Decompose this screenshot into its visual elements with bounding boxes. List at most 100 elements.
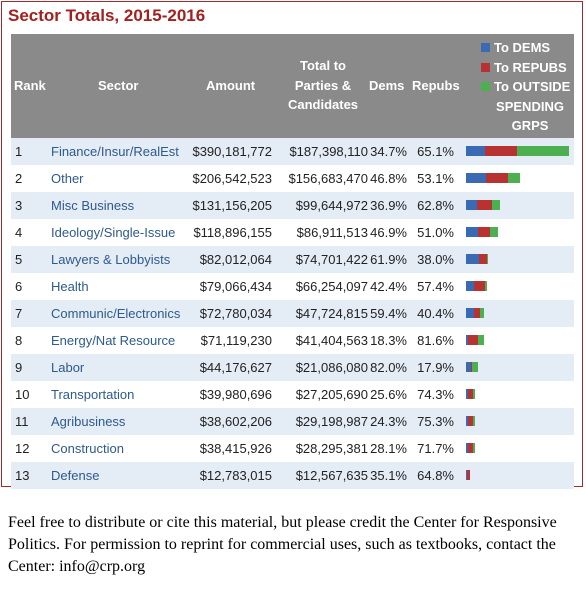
- dems-bar-segment: [466, 470, 467, 480]
- repubs-cell: 74.3%: [417, 387, 454, 402]
- sector-link[interactable]: Misc Business: [51, 198, 135, 213]
- legend-outside-line3: GRPS: [511, 118, 549, 133]
- rank-cell: 1: [15, 144, 23, 159]
- table-row: 8 Energy/Nat Resource $71,119,230 $41,40…: [11, 327, 574, 354]
- dems-cell: 35.1%: [370, 468, 407, 483]
- total-cell: $29,198,987: [295, 414, 368, 429]
- repubs-cell: 40.4%: [417, 306, 454, 321]
- repubs-cell: 17.9%: [417, 360, 454, 375]
- outside-bar-segment: [517, 146, 569, 156]
- split-bar: [466, 362, 478, 372]
- rank-cell: 2: [15, 171, 23, 186]
- repubs-cell: 81.6%: [417, 333, 454, 348]
- dems-cell: 25.6%: [370, 387, 407, 402]
- header-total-line1: Total to: [300, 58, 346, 73]
- dems-cell: 82.0%: [370, 360, 407, 375]
- sector-link[interactable]: Labor: [51, 360, 85, 375]
- dems-cell: 46.8%: [370, 171, 407, 186]
- table-row: 12 Construction $38,415,926 $28,295,381 …: [11, 435, 574, 462]
- outside-bar-segment: [508, 173, 520, 183]
- repubs-bar-segment: [478, 227, 490, 237]
- rank-cell: 5: [15, 252, 23, 267]
- split-bar: [466, 443, 475, 453]
- table-row: 4 Ideology/Single-Issue $118,896,155 $86…: [11, 219, 574, 246]
- dems-bar-segment: [466, 335, 468, 345]
- legend: To DEMS To REPUBS To OUTSIDE SPENDING GR…: [481, 38, 573, 136]
- sector-link[interactable]: Lawyers & Lobbyists: [51, 252, 171, 267]
- split-bar: [466, 470, 470, 480]
- dems-bar-segment: [466, 146, 485, 156]
- table-row: 6 Health $79,066,434 $66,254,097 42.4% 5…: [11, 273, 574, 300]
- sector-link[interactable]: Agribusiness: [51, 414, 126, 429]
- dems-bar-segment: [466, 362, 471, 372]
- legend-dems-label: To DEMS: [494, 40, 551, 56]
- rank-cell: 9: [15, 360, 23, 375]
- dems-cell: 24.3%: [370, 414, 407, 429]
- rank-cell: 13: [15, 468, 30, 483]
- outside-bar-segment: [480, 308, 484, 318]
- dems-cell: 28.1%: [370, 441, 407, 456]
- repubs-swatch-icon: [481, 62, 490, 72]
- table-body: 1 Finance/Insur/RealEst $390,181,772 $18…: [11, 138, 574, 489]
- total-cell: $47,724,815: [295, 306, 368, 321]
- dems-cell: 59.4%: [370, 306, 407, 321]
- amount-cell: $39,980,696: [199, 387, 272, 402]
- sector-link[interactable]: Energy/Nat Resource: [51, 333, 176, 348]
- dems-bar-segment: [466, 173, 486, 183]
- repubs-bar-segment: [479, 254, 487, 264]
- total-cell: $99,644,972: [295, 198, 368, 213]
- rank-cell: 6: [15, 279, 23, 294]
- sector-link[interactable]: Health: [51, 279, 89, 294]
- rank-cell: 11: [15, 414, 29, 429]
- header-sector: Sector: [98, 78, 139, 93]
- total-cell: $156,683,470: [288, 171, 368, 186]
- sector-link[interactable]: Ideology/Single-Issue: [51, 225, 176, 240]
- dems-bar-segment: [466, 254, 479, 264]
- amount-cell: $38,602,206: [199, 414, 272, 429]
- repubs-bar-segment: [474, 308, 480, 318]
- repubs-bar-segment: [467, 470, 470, 480]
- sector-link[interactable]: Other: [51, 171, 84, 186]
- amount-cell: $131,156,205: [192, 198, 272, 213]
- sector-link[interactable]: Transportation: [51, 387, 135, 402]
- repubs-cell: 53.1%: [417, 171, 454, 186]
- table-row: 11 Agribusiness $38,602,206 $29,198,987 …: [11, 408, 574, 435]
- split-bar: [466, 308, 484, 318]
- repubs-cell: 62.8%: [417, 198, 454, 213]
- repubs-cell: 57.4%: [417, 279, 454, 294]
- table-row: 7 Communic/Electronics $72,780,034 $47,7…: [11, 300, 574, 327]
- rank-cell: 7: [15, 306, 23, 321]
- amount-cell: $71,119,230: [200, 333, 272, 348]
- table-header: Rank Sector Amount Total to Parties & Ca…: [11, 34, 574, 138]
- header-total-line2: Parties &: [294, 77, 352, 93]
- repubs-bar-segment: [471, 362, 472, 372]
- dems-cell: 18.3%: [370, 333, 407, 348]
- sector-link[interactable]: Construction: [51, 441, 124, 456]
- sector-link[interactable]: Defense: [51, 468, 100, 483]
- page-title: Sector Totals, 2015-2016: [8, 6, 206, 25]
- header-total-line3: Candidates: [287, 97, 359, 112]
- repubs-bar-segment: [468, 416, 473, 426]
- rank-cell: 10: [15, 387, 30, 402]
- repubs-bar-segment: [468, 389, 473, 399]
- outside-bar-segment: [485, 281, 487, 291]
- outside-bar-segment: [472, 362, 478, 372]
- total-cell: $27,205,690: [295, 387, 368, 402]
- sector-link[interactable]: Finance/Insur/RealEst: [51, 144, 179, 159]
- amount-cell: $206,542,523: [192, 171, 272, 186]
- outside-bar-segment: [490, 227, 498, 237]
- dems-bar-segment: [466, 227, 478, 237]
- total-cell: $28,295,381: [295, 441, 368, 456]
- header-total: Total to Parties & Candidates: [283, 56, 363, 115]
- sector-link[interactable]: Communic/Electronics: [51, 306, 181, 321]
- legend-dems: To DEMS: [481, 38, 573, 58]
- table-row: 13 Defense $12,783,015 $12,567,635 35.1%…: [11, 462, 574, 489]
- split-bar: [466, 146, 569, 156]
- repubs-bar-segment: [477, 200, 492, 210]
- split-bar: [466, 254, 488, 264]
- amount-cell: $390,181,772: [192, 144, 272, 159]
- rank-cell: 12: [15, 441, 30, 456]
- outside-bar-segment: [473, 389, 475, 399]
- header-amount: Amount: [206, 78, 256, 93]
- total-cell: $74,701,422: [295, 252, 368, 267]
